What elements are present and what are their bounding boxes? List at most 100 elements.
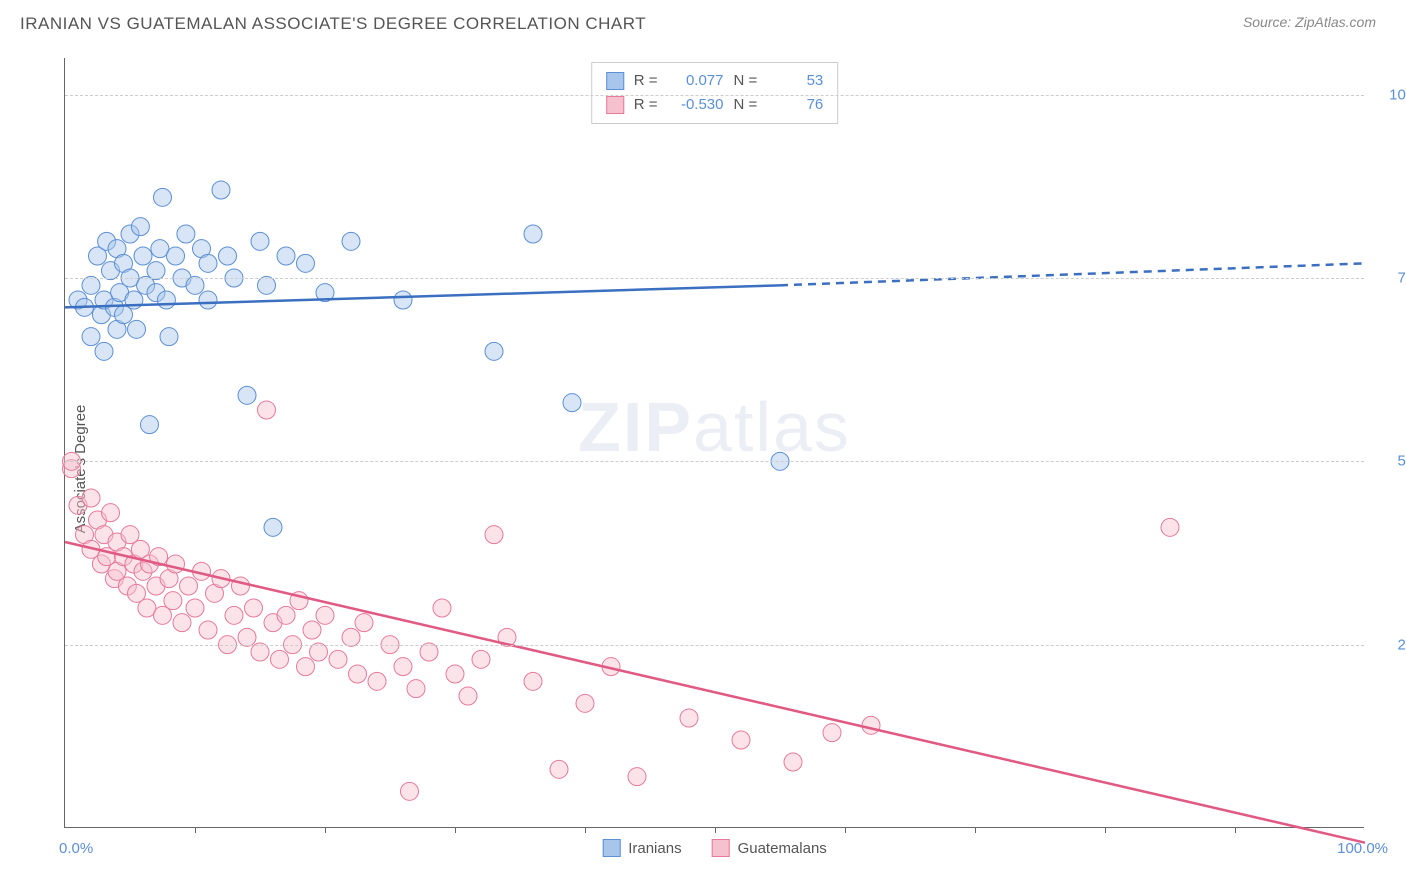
legend-label-iranians: Iranians bbox=[628, 840, 681, 857]
data-point bbox=[485, 342, 503, 360]
data-point bbox=[349, 665, 367, 683]
data-point bbox=[316, 606, 334, 624]
data-point bbox=[258, 401, 276, 419]
data-point bbox=[167, 555, 185, 573]
n-value-guatemalans: 76 bbox=[767, 93, 823, 117]
data-point bbox=[297, 254, 315, 272]
r-label: R = bbox=[634, 69, 658, 93]
data-point bbox=[167, 247, 185, 265]
data-point bbox=[524, 672, 542, 690]
data-point bbox=[401, 782, 419, 800]
gridline bbox=[65, 95, 1364, 96]
data-point bbox=[258, 276, 276, 294]
data-point bbox=[297, 658, 315, 676]
data-point bbox=[368, 672, 386, 690]
data-point bbox=[160, 328, 178, 346]
data-point bbox=[550, 760, 568, 778]
data-point bbox=[199, 254, 217, 272]
legend-row-iranians: R = 0.077 N = 53 bbox=[606, 69, 824, 93]
x-tick bbox=[585, 827, 586, 833]
x-tick bbox=[1105, 827, 1106, 833]
x-tick bbox=[975, 827, 976, 833]
data-point bbox=[82, 328, 100, 346]
data-point bbox=[180, 577, 198, 595]
data-point bbox=[147, 262, 165, 280]
data-point bbox=[524, 225, 542, 243]
data-point bbox=[186, 276, 204, 294]
data-point bbox=[823, 724, 841, 742]
data-point bbox=[131, 218, 149, 236]
data-point bbox=[157, 291, 175, 309]
chart-title: IRANIAN VS GUATEMALAN ASSOCIATE'S DEGREE… bbox=[20, 14, 646, 34]
r-value-guatemalans: -0.530 bbox=[668, 93, 724, 117]
r-value-iranians: 0.077 bbox=[668, 69, 724, 93]
x-min-label: 0.0% bbox=[59, 840, 93, 857]
y-tick-label: 25.0% bbox=[1397, 636, 1406, 653]
gridline bbox=[65, 461, 1364, 462]
swatch-guatemalans-icon bbox=[712, 839, 730, 857]
data-point bbox=[680, 709, 698, 727]
plot-area: ZIPatlas R = 0.077 N = 53 R = -0.530 N =… bbox=[64, 58, 1364, 828]
data-point bbox=[628, 768, 646, 786]
legend-correlation: R = 0.077 N = 53 R = -0.530 N = 76 bbox=[591, 62, 839, 124]
data-point bbox=[394, 291, 412, 309]
data-point bbox=[472, 650, 490, 668]
data-point bbox=[219, 247, 237, 265]
x-tick bbox=[195, 827, 196, 833]
data-point bbox=[134, 247, 152, 265]
chart-container: Associate's Degree ZIPatlas R = 0.077 N … bbox=[20, 46, 1386, 892]
legend-label-guatemalans: Guatemalans bbox=[738, 840, 827, 857]
data-point bbox=[225, 606, 243, 624]
x-tick bbox=[845, 827, 846, 833]
data-point bbox=[177, 225, 195, 243]
data-point bbox=[732, 731, 750, 749]
data-point bbox=[141, 416, 159, 434]
trend-line-extrapolated bbox=[780, 263, 1365, 285]
data-point bbox=[277, 606, 295, 624]
data-point bbox=[862, 716, 880, 734]
legend-item-iranians: Iranians bbox=[602, 839, 681, 857]
data-point bbox=[1161, 518, 1179, 536]
x-tick bbox=[1235, 827, 1236, 833]
data-point bbox=[420, 643, 438, 661]
y-tick-label: 75.0% bbox=[1397, 270, 1406, 287]
data-point bbox=[446, 665, 464, 683]
trend-line bbox=[65, 542, 1365, 843]
data-point bbox=[277, 247, 295, 265]
swatch-iranians-icon bbox=[606, 72, 624, 90]
y-tick-label: 50.0% bbox=[1397, 453, 1406, 470]
data-point bbox=[459, 687, 477, 705]
data-point bbox=[329, 650, 347, 668]
data-point bbox=[238, 628, 256, 646]
legend-series: Iranians Guatemalans bbox=[602, 839, 827, 857]
data-point bbox=[784, 753, 802, 771]
data-point bbox=[199, 621, 217, 639]
data-point bbox=[232, 577, 250, 595]
data-point bbox=[82, 489, 100, 507]
gridline bbox=[65, 278, 1364, 279]
swatch-guatemalans-icon bbox=[606, 96, 624, 114]
data-point bbox=[407, 680, 425, 698]
data-point bbox=[164, 592, 182, 610]
x-tick bbox=[455, 827, 456, 833]
data-point bbox=[271, 650, 289, 668]
data-point bbox=[199, 291, 217, 309]
y-tick-label: 100.0% bbox=[1389, 86, 1406, 103]
data-point bbox=[433, 599, 451, 617]
data-point bbox=[95, 342, 113, 360]
n-label: N = bbox=[734, 69, 758, 93]
legend-row-guatemalans: R = -0.530 N = 76 bbox=[606, 93, 824, 117]
data-point bbox=[251, 232, 269, 250]
data-point bbox=[82, 276, 100, 294]
data-point bbox=[303, 621, 321, 639]
data-point bbox=[212, 181, 230, 199]
data-point bbox=[154, 188, 172, 206]
plot-svg bbox=[65, 58, 1364, 827]
data-point bbox=[485, 526, 503, 544]
data-point bbox=[102, 504, 120, 522]
data-point bbox=[173, 614, 191, 632]
data-point bbox=[576, 694, 594, 712]
legend-item-guatemalans: Guatemalans bbox=[712, 839, 827, 857]
x-tick bbox=[715, 827, 716, 833]
data-point bbox=[355, 614, 373, 632]
